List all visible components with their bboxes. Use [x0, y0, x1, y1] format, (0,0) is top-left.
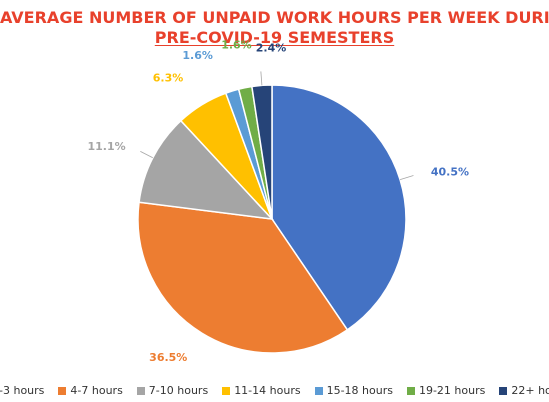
slice-value-label: 1.6% — [221, 39, 252, 52]
legend-label: 19-21 hours — [418, 384, 486, 397]
legend-item: 22+ hours — [499, 384, 549, 397]
leader-line — [399, 175, 414, 180]
legend-item: 11-14 hours — [222, 384, 301, 397]
legend-item: 7-10 hours — [136, 384, 209, 397]
chart-legend: 0-3 hours 4-7 hours 7-10 hours 11-14 hours 1… — [0, 384, 549, 397]
slice-value-label: 2.4% — [256, 41, 287, 54]
slice-labels: 40.5% 36.5% 11.1% 6.3% 1.6% 1.6% 2.4% — [87, 39, 469, 365]
pie-slice-22plus-hours — [251, 84, 273, 220]
slice-value-label: 1.6% — [182, 49, 213, 62]
legend-label: 11-14 hours — [234, 384, 301, 397]
legend-swatch — [406, 386, 415, 395]
legend-swatch — [58, 386, 67, 395]
leader-line — [260, 71, 263, 86]
legend-swatch — [314, 386, 323, 395]
legend-label: 15-18 hours — [326, 384, 393, 397]
slice-value-label: 40.5% — [431, 165, 469, 178]
legend-swatch — [136, 386, 145, 395]
leader-line — [140, 151, 153, 159]
pie-slices — [137, 84, 407, 354]
legend-item: 4-7 hours — [58, 384, 123, 397]
slice-value-label: 6.3% — [153, 71, 184, 84]
chart-title-line-2: PRE-COVID-19 SEMESTERS — [154, 28, 395, 47]
legend-item: 19-21 hours — [406, 384, 486, 397]
legend-label: 4-7 hours — [70, 384, 123, 397]
legend-label: 7-10 hours — [148, 384, 209, 397]
leader-lines — [140, 71, 414, 180]
pie-slice-4-7-hours — [137, 201, 349, 354]
legend-label: 0-3 hours — [0, 384, 45, 397]
slice-value-label: 11.1% — [87, 140, 125, 153]
legend-item: 0-3 hours — [0, 384, 44, 397]
slice-value-label: 36.5% — [149, 351, 187, 364]
legend-swatch — [222, 386, 231, 395]
chart-title-line-1: AVERAGE NUMBER OF UNPAID WORK HOURS PER … — [0, 8, 549, 27]
pie-slice-7-10-hours — [138, 119, 274, 221]
legend-item: 15-18 hours — [314, 384, 393, 397]
legend-label: 22+ hours — [511, 384, 549, 397]
legend-swatch — [499, 386, 508, 395]
